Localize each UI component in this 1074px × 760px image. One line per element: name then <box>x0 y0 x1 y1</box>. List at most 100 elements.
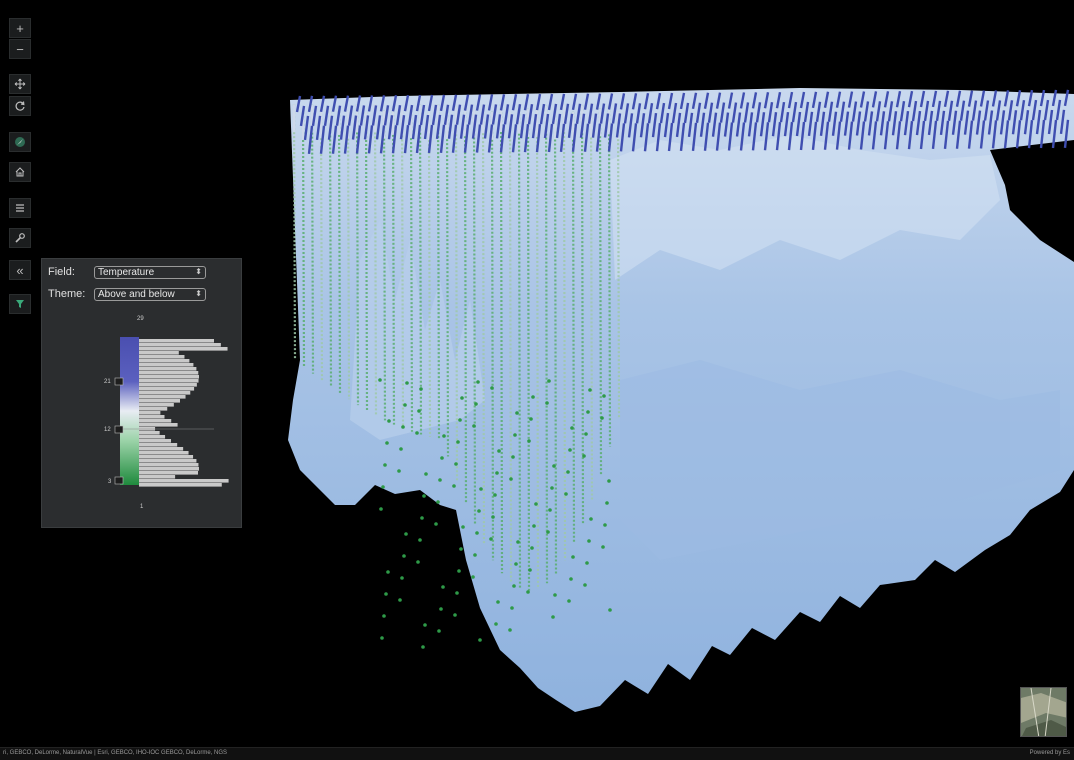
field-label: Field: <box>48 266 75 278</box>
surface-point <box>511 124 518 153</box>
histogram-slider[interactable] <box>42 259 243 529</box>
temperature-point <box>526 590 530 594</box>
surface-point <box>979 120 986 149</box>
surface-point <box>631 93 638 110</box>
surface-point <box>591 113 598 138</box>
temperature-point <box>385 441 389 445</box>
temperature-point-columns <box>292 104 621 649</box>
temperature-point <box>438 478 442 482</box>
plus-icon: + <box>16 20 24 36</box>
tools-button[interactable] <box>9 228 31 248</box>
surface-point <box>891 111 898 136</box>
point-column <box>319 110 324 381</box>
temperature-point <box>583 583 587 587</box>
temperature-point <box>531 395 535 399</box>
surface-point <box>319 125 326 154</box>
temperature-point <box>417 409 421 413</box>
surface-point <box>879 111 886 136</box>
surface-point <box>751 92 758 109</box>
point-column <box>364 111 369 411</box>
collapse-button[interactable]: « <box>9 260 31 280</box>
surface-point <box>1015 90 1022 107</box>
surface-point <box>503 104 510 125</box>
surface-point <box>443 104 450 125</box>
field-select-value: Temperature <box>98 266 155 278</box>
surface-point <box>451 124 458 153</box>
surface-point <box>475 124 482 153</box>
surface-point <box>983 100 990 121</box>
surface-point <box>751 122 758 151</box>
home-button[interactable] <box>9 162 31 182</box>
surface-point <box>743 102 750 123</box>
surface-point <box>799 121 806 151</box>
temperature-point <box>582 454 586 458</box>
histogram-bar <box>139 451 189 455</box>
histogram-bar <box>139 391 191 395</box>
point-column <box>580 105 585 524</box>
point-column <box>490 111 495 561</box>
temperature-point <box>532 524 536 528</box>
surface-point <box>331 125 338 154</box>
surface-point <box>935 100 942 122</box>
field-select[interactable]: Temperature ⬍ <box>94 265 206 279</box>
point-column <box>607 106 612 447</box>
surface-point <box>367 125 374 154</box>
surface-point <box>335 105 342 126</box>
temperature-point <box>399 447 403 451</box>
histogram-bar <box>139 351 179 355</box>
surface-point <box>339 115 346 140</box>
temperature-point <box>402 554 406 558</box>
temperature-point <box>460 396 464 400</box>
surface-point <box>563 103 570 125</box>
surface-point <box>355 125 362 154</box>
surface-point <box>303 115 310 141</box>
histogram-bar <box>139 435 166 439</box>
temperature-point <box>401 425 405 429</box>
surface-point <box>631 123 638 152</box>
pan-button[interactable] <box>9 74 31 94</box>
double-chevron-left-icon: « <box>16 262 24 278</box>
zoom-in-button[interactable]: + <box>9 18 31 38</box>
histogram-bar <box>139 407 168 411</box>
surface-point <box>411 114 418 140</box>
wrench-icon <box>15 233 25 243</box>
temperature-point <box>510 606 514 610</box>
compass-button[interactable] <box>9 132 31 152</box>
rotate-button[interactable] <box>9 96 31 116</box>
low-handle[interactable] <box>114 476 124 485</box>
surface-point <box>471 114 478 139</box>
temperature-point <box>461 525 465 529</box>
histogram-bar <box>139 387 195 391</box>
surface-point <box>559 123 566 153</box>
point-column <box>301 111 306 367</box>
point-column <box>535 108 540 589</box>
mid-handle[interactable] <box>114 425 124 434</box>
surface-point <box>1035 109 1042 135</box>
surface-point <box>675 112 682 138</box>
powered-by-link[interactable]: Powered by Es <box>1029 750 1070 756</box>
color-ramp <box>120 337 139 485</box>
temperature-point <box>516 540 520 544</box>
temperature-point <box>567 599 571 603</box>
surface-point <box>803 101 810 123</box>
histogram-bar <box>139 375 199 379</box>
temperature-point <box>589 517 593 521</box>
surface-point <box>959 100 966 121</box>
overview-minimap[interactable] <box>1020 687 1067 737</box>
zoom-out-button[interactable]: − <box>9 39 31 59</box>
filter-button[interactable] <box>9 294 31 314</box>
surface-point <box>583 93 590 110</box>
high-handle[interactable] <box>114 377 124 386</box>
surface-point <box>583 123 590 152</box>
surface-point <box>571 123 578 152</box>
temperature-point <box>512 584 516 588</box>
layers-button[interactable] <box>9 198 31 218</box>
surface-point <box>343 125 350 154</box>
surface-point <box>519 114 526 139</box>
surface-point <box>735 112 742 137</box>
histogram-bar <box>139 347 228 351</box>
theme-select[interactable]: Above and below ⬍ <box>94 287 206 301</box>
surface-point <box>427 124 434 154</box>
